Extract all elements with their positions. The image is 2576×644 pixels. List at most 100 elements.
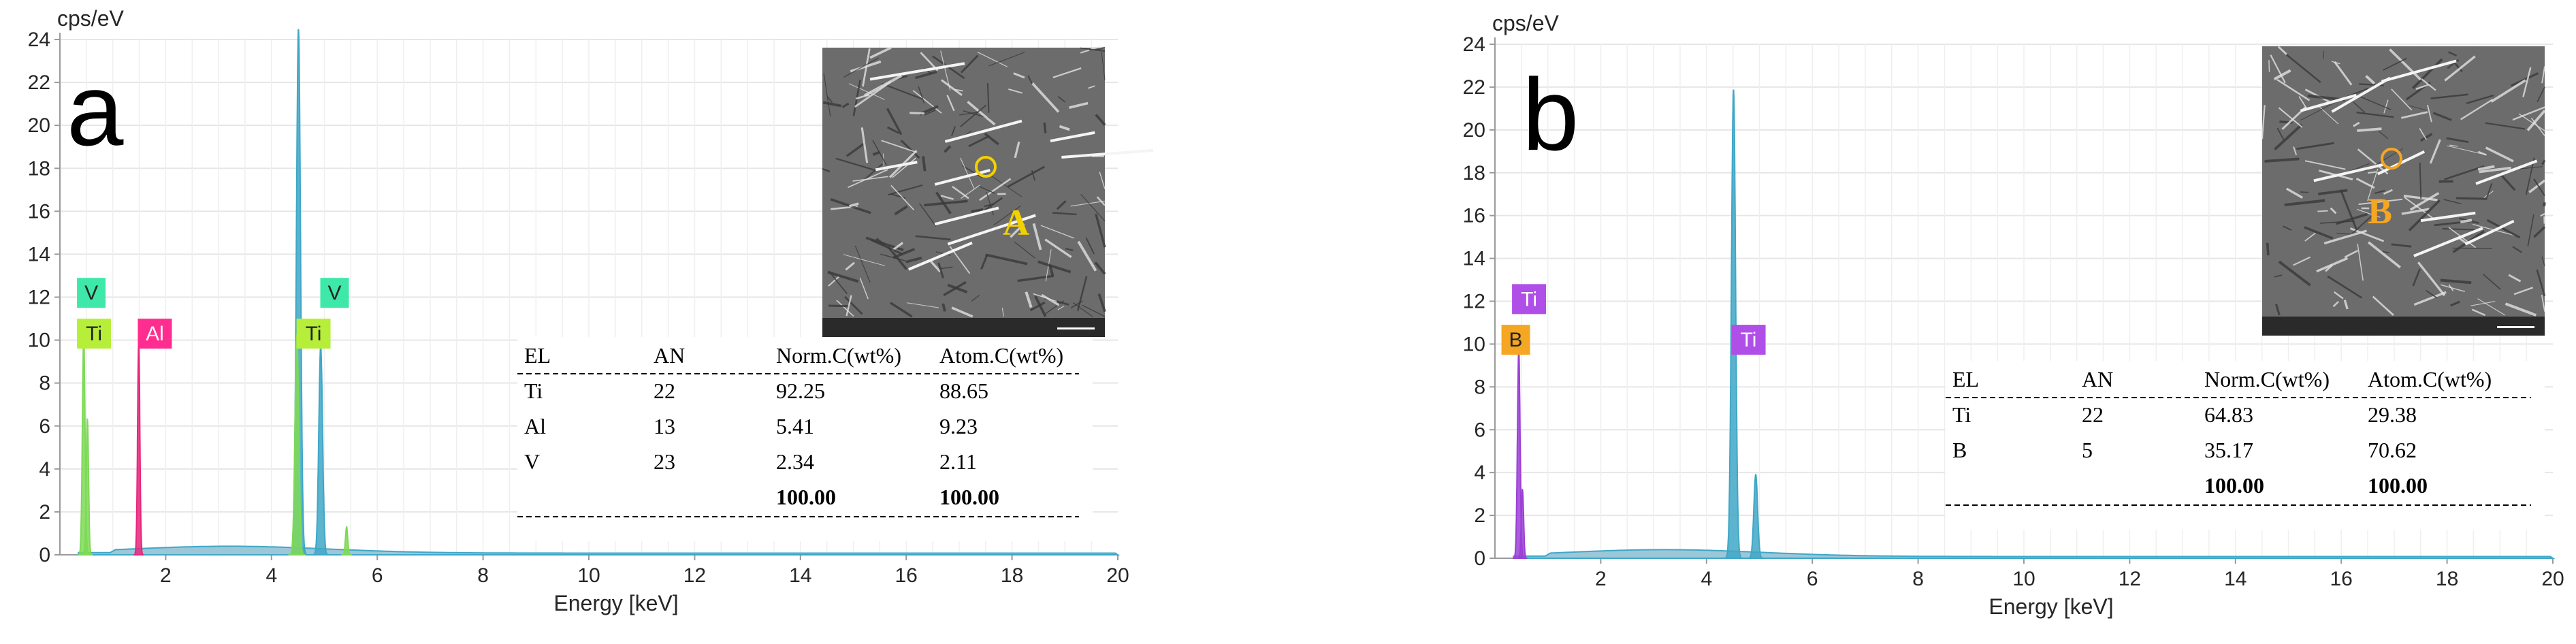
table-cell: 2.34	[776, 449, 814, 474]
analysis-point-marker	[975, 156, 997, 178]
peak-tag-label: Ti	[86, 323, 102, 345]
table-cell: Ti	[524, 379, 543, 403]
y-tick-label: 18	[28, 157, 50, 180]
x-tick-label: 12	[2119, 568, 2141, 590]
y-axis-unit: cps/eV	[1492, 11, 1559, 35]
background-continuum	[78, 545, 1121, 556]
y-axis-unit: cps/eV	[57, 6, 124, 31]
analysis-point-label: B	[2368, 191, 2392, 231]
y-tick-label: 20	[1463, 119, 1485, 142]
table-cell: 70.62	[2368, 438, 2417, 462]
y-tick-label: 22	[1463, 76, 1485, 99]
table-header-cell: Norm.C(wt%)	[776, 343, 901, 368]
peak-tag-label: Ti	[1521, 288, 1537, 310]
y-tick-label: 4	[1474, 462, 1485, 484]
y-tick-label: 12	[28, 287, 50, 309]
peak-tag-label: B	[1509, 329, 1523, 351]
y-tick-label: 12	[1463, 291, 1485, 313]
panel-label: b	[1522, 57, 1579, 172]
table-cell: 92.25	[776, 379, 825, 403]
panel-label: a	[67, 52, 124, 167]
peak-tag: Ti	[1512, 284, 1547, 315]
peak-tag-box	[138, 319, 172, 349]
table-cell: 22	[654, 379, 675, 403]
x-tick-label: 10	[577, 564, 600, 587]
peak-tag-box	[1501, 325, 1530, 355]
table-cell: 64.83	[2204, 402, 2253, 427]
table-total-cell: 100.00	[939, 485, 999, 509]
spectrum-series	[1724, 89, 1765, 559]
table-header-cell: Atom.C(wt%)	[2368, 367, 2492, 391]
table-total-cell: 100.00	[776, 485, 836, 509]
spectrum-series	[133, 340, 144, 556]
y-tick-label: 8	[1474, 376, 1485, 398]
background-continuum	[1513, 549, 2556, 559]
x-tick-label: 4	[265, 564, 277, 587]
table-cell: 35.17	[2204, 438, 2253, 462]
peak-tag-box	[77, 319, 112, 349]
x-tick-label: 2	[160, 564, 172, 587]
peak-tag-label: V	[327, 282, 341, 304]
table-header-cell: Atom.C(wt%)	[939, 343, 1063, 368]
peak-tag-box	[1731, 325, 1766, 355]
table-row: Ti 22 64.83 29.38	[1952, 402, 2417, 427]
sem-scale-bar	[2497, 326, 2534, 328]
x-axis-label: Energy [keV]	[1989, 594, 2113, 619]
table-cell: 23	[654, 449, 675, 474]
table-cell: Ti	[1952, 402, 1971, 427]
y-tick-label: 20	[28, 114, 50, 137]
y-tick-label: 2	[1474, 504, 1485, 527]
table-cell: 88.65	[939, 379, 988, 403]
spectrum-peak	[82, 417, 93, 556]
sem-inset-background	[2262, 46, 2545, 336]
table-background	[1946, 361, 2545, 530]
spectrum-peak	[341, 526, 352, 556]
table-cell: 5	[2082, 438, 2093, 462]
peak-tag: Ti	[296, 319, 331, 349]
table-header-cell: EL	[524, 343, 551, 368]
y-tick-label: 14	[1463, 248, 1485, 270]
x-tick-label: 8	[477, 564, 489, 587]
y-tick-label: 14	[28, 243, 50, 265]
spectrum-peak	[1747, 473, 1765, 559]
composition-table: EL AN Norm.C(wt%) Atom.C(wt%) Ti 22 92.25 88.65…	[517, 337, 1093, 541]
x-tick-label: 8	[1912, 568, 1924, 590]
table-header-cell: AN	[2082, 367, 2113, 391]
table-header-cell: AN	[654, 343, 685, 368]
peak-tag-box	[296, 319, 331, 349]
peak-tag: Ti	[1731, 325, 1766, 355]
x-tick-label: 18	[2436, 568, 2458, 590]
peak-tag: Al	[138, 319, 172, 349]
peak-tag-box	[77, 278, 106, 308]
table-row: Ti 22 92.25 88.65	[524, 379, 988, 403]
x-tick-label: 10	[2012, 568, 2035, 590]
table-cell: 13	[654, 414, 675, 438]
x-tick-label: 12	[683, 564, 706, 587]
table-cell: Al	[524, 414, 546, 438]
y-tick-label: 16	[1463, 205, 1485, 227]
table-cell: 22	[2082, 402, 2104, 427]
x-tick-label: 14	[2224, 568, 2247, 590]
y-tick-label: 24	[1463, 33, 1485, 56]
table-background	[517, 337, 1093, 541]
table-cell: 9.23	[939, 414, 978, 438]
y-tick-label: 0	[1474, 547, 1485, 570]
spectrum-series	[78, 334, 352, 556]
y-tick-label: 10	[1463, 333, 1485, 355]
peak-tag: B	[1501, 325, 1530, 355]
y-tick-label: 0	[39, 544, 50, 566]
peak-tag: V	[77, 278, 106, 308]
table-row: Al 13 5.41 9.23	[524, 414, 978, 438]
sem-scale-bar	[1057, 327, 1095, 329]
y-tick-label: 4	[39, 458, 50, 481]
analysis-point-marker	[2381, 148, 2402, 170]
y-tick-label: 10	[28, 329, 50, 352]
analysis-point-label: A	[1003, 202, 1029, 243]
peak-tag-label: Ti	[1741, 329, 1757, 351]
x-tick-label: 6	[372, 564, 383, 587]
y-tick-label: 24	[28, 29, 50, 51]
table-header-cell: Norm.C(wt%)	[2204, 367, 2330, 391]
spectrum-peak	[1724, 89, 1743, 559]
composition-table: EL AN Norm.C(wt%) Atom.C(wt%) Ti 22 64.83 29.38…	[1946, 361, 2545, 530]
